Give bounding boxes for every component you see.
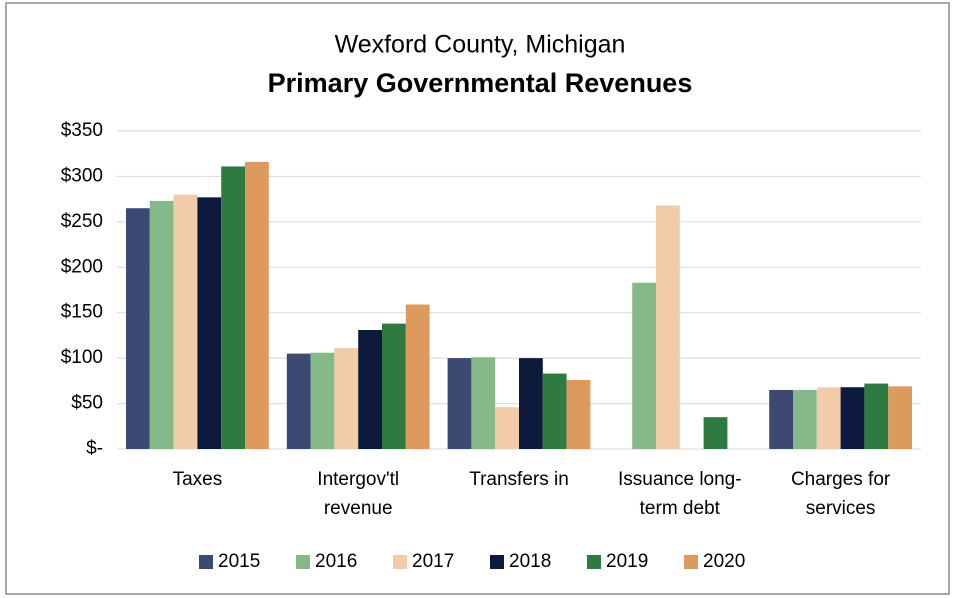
legend-label: 2019: [606, 551, 648, 572]
bar: [221, 166, 245, 450]
bar: [656, 205, 680, 449]
legend-label: 2018: [509, 551, 551, 572]
bar: [703, 417, 728, 449]
y-tick-label: $150: [61, 302, 103, 323]
bar: [566, 379, 591, 449]
bar: [519, 358, 543, 449]
bar: [471, 357, 496, 449]
bar: [632, 282, 657, 449]
legend-swatch: [684, 555, 698, 569]
y-tick-label: $250: [61, 211, 103, 232]
x-tick-label: revenue: [324, 498, 393, 519]
bar: [244, 161, 269, 450]
legend-swatch: [393, 555, 407, 569]
bar: [334, 348, 359, 449]
bar: [197, 197, 222, 449]
bar: [542, 373, 567, 449]
y-tick-label: $50: [71, 393, 103, 414]
bar: [840, 387, 865, 449]
x-tick-label: term debt: [640, 498, 721, 519]
bar: [447, 358, 472, 449]
bar: [149, 200, 174, 449]
legend-label: 2017: [412, 551, 454, 572]
legend-swatch: [199, 555, 213, 569]
bar: [381, 323, 406, 449]
legend-swatch: [587, 555, 601, 569]
legend-swatch: [296, 555, 310, 569]
legend-swatch: [490, 555, 504, 569]
bar: [495, 407, 519, 449]
x-tick-label: Issuance long-: [618, 469, 742, 490]
bar: [816, 387, 841, 449]
y-tick-label: $100: [61, 347, 103, 368]
x-tick-label: services: [806, 498, 876, 519]
bar: [769, 389, 794, 449]
x-tick-label: Taxes: [173, 469, 223, 490]
bar: [286, 353, 311, 449]
y-tick-label: $300: [61, 165, 103, 186]
y-tick-label: $-: [86, 438, 103, 459]
bar: [405, 304, 430, 449]
bar: [173, 194, 198, 449]
bar: [793, 389, 817, 449]
x-tick-label: Transfers in: [469, 469, 569, 490]
chart-title: Primary Governmental Revenues: [268, 68, 693, 98]
y-tick-label: $200: [61, 256, 103, 277]
bar: [864, 383, 889, 449]
y-tick-label: $350: [61, 120, 103, 141]
legend-label: 2020: [703, 551, 745, 572]
legend-label: 2016: [315, 551, 357, 572]
bar: [888, 386, 912, 449]
legend-label: 2015: [218, 551, 260, 572]
bar: [358, 329, 382, 449]
bar: [310, 352, 335, 449]
x-tick-label: Charges for: [791, 469, 891, 490]
bar: [126, 208, 150, 449]
x-tick-label: Intergov'tl: [317, 469, 399, 490]
chart-subtitle: Wexford County, Michigan: [335, 31, 626, 59]
